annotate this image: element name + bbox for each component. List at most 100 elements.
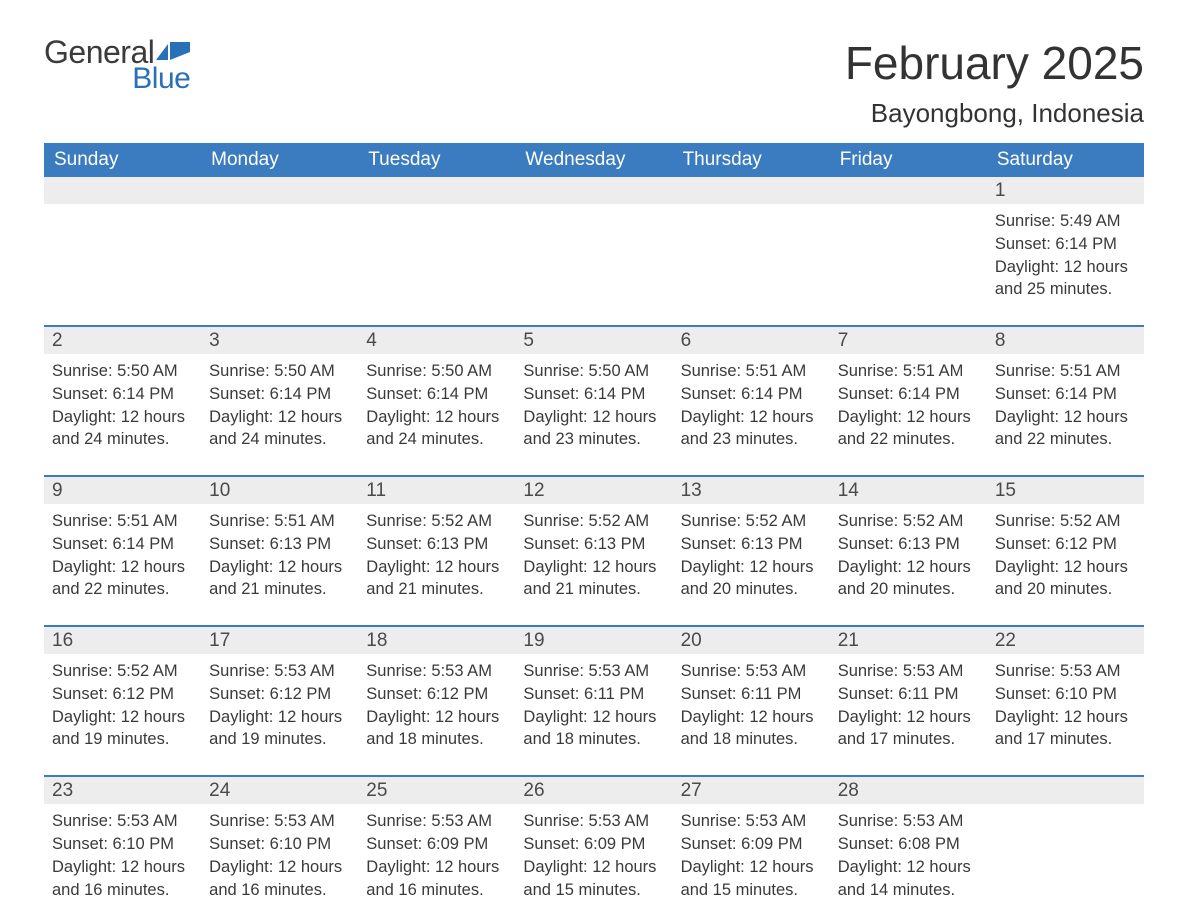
day-content: Sunrise: 5:53 AMSunset: 6:10 PMDaylight:… xyxy=(987,654,1144,751)
day-cell: 25Sunrise: 5:53 AMSunset: 6:09 PMDayligh… xyxy=(358,777,515,901)
day-cell: 22Sunrise: 5:53 AMSunset: 6:10 PMDayligh… xyxy=(987,627,1144,751)
week-row: 2Sunrise: 5:50 AMSunset: 6:14 PMDaylight… xyxy=(44,325,1144,451)
day-content: Sunrise: 5:53 AMSunset: 6:11 PMDaylight:… xyxy=(515,654,672,751)
day-number: 10 xyxy=(201,477,358,504)
day-number: 14 xyxy=(830,477,987,504)
weeks-container: 1Sunrise: 5:49 AMSunset: 6:14 PMDaylight… xyxy=(44,177,1144,901)
day-number: 7 xyxy=(830,327,987,354)
sunrise-line: Sunrise: 5:53 AM xyxy=(995,660,1136,683)
daylight-line: Daylight: 12 hours and 18 minutes. xyxy=(523,706,664,752)
sunrise-line: Sunrise: 5:53 AM xyxy=(838,810,979,833)
day-content: Sunrise: 5:51 AMSunset: 6:14 PMDaylight:… xyxy=(44,504,201,601)
daylight-line: Daylight: 12 hours and 21 minutes. xyxy=(209,556,350,602)
day-number: 11 xyxy=(358,477,515,504)
sunset-line: Sunset: 6:14 PM xyxy=(838,383,979,406)
sunrise-line: Sunrise: 5:52 AM xyxy=(838,510,979,533)
daylight-line: Daylight: 12 hours and 21 minutes. xyxy=(366,556,507,602)
weekday-header-row: SundayMondayTuesdayWednesdayThursdayFrid… xyxy=(44,143,1144,177)
day-cell: 27Sunrise: 5:53 AMSunset: 6:09 PMDayligh… xyxy=(673,777,830,901)
sunset-line: Sunset: 6:09 PM xyxy=(523,833,664,856)
day-cell xyxy=(987,777,1144,901)
sunrise-line: Sunrise: 5:50 AM xyxy=(52,360,193,383)
day-number: 24 xyxy=(201,777,358,804)
day-number: 20 xyxy=(673,627,830,654)
day-number: 25 xyxy=(358,777,515,804)
daylight-line: Daylight: 12 hours and 22 minutes. xyxy=(838,406,979,452)
weekday-header: Thursday xyxy=(673,143,830,177)
sunset-line: Sunset: 6:11 PM xyxy=(681,683,822,706)
daylight-line: Daylight: 12 hours and 20 minutes. xyxy=(681,556,822,602)
weekday-header: Wednesday xyxy=(515,143,672,177)
sunset-line: Sunset: 6:10 PM xyxy=(209,833,350,856)
sunrise-line: Sunrise: 5:52 AM xyxy=(681,510,822,533)
daylight-line: Daylight: 12 hours and 24 minutes. xyxy=(209,406,350,452)
day-content: Sunrise: 5:50 AMSunset: 6:14 PMDaylight:… xyxy=(201,354,358,451)
weekday-header: Friday xyxy=(830,143,987,177)
day-content: Sunrise: 5:53 AMSunset: 6:11 PMDaylight:… xyxy=(673,654,830,751)
day-content: Sunrise: 5:53 AMSunset: 6:11 PMDaylight:… xyxy=(830,654,987,751)
daylight-line: Daylight: 12 hours and 17 minutes. xyxy=(838,706,979,752)
day-content: Sunrise: 5:50 AMSunset: 6:14 PMDaylight:… xyxy=(515,354,672,451)
month-title: February 2025 xyxy=(845,36,1144,90)
day-content: Sunrise: 5:50 AMSunset: 6:14 PMDaylight:… xyxy=(44,354,201,451)
daylight-line: Daylight: 12 hours and 14 minutes. xyxy=(838,856,979,902)
day-number: 9 xyxy=(44,477,201,504)
daylight-line: Daylight: 12 hours and 17 minutes. xyxy=(995,706,1136,752)
day-content: Sunrise: 5:51 AMSunset: 6:14 PMDaylight:… xyxy=(673,354,830,451)
daylight-line: Daylight: 12 hours and 23 minutes. xyxy=(523,406,664,452)
sunrise-line: Sunrise: 5:53 AM xyxy=(52,810,193,833)
daylight-line: Daylight: 12 hours and 18 minutes. xyxy=(681,706,822,752)
sunrise-line: Sunrise: 5:53 AM xyxy=(366,660,507,683)
sunset-line: Sunset: 6:10 PM xyxy=(52,833,193,856)
sunrise-line: Sunrise: 5:52 AM xyxy=(523,510,664,533)
day-cell: 9Sunrise: 5:51 AMSunset: 6:14 PMDaylight… xyxy=(44,477,201,601)
daylight-line: Daylight: 12 hours and 24 minutes. xyxy=(366,406,507,452)
sunset-line: Sunset: 6:12 PM xyxy=(995,533,1136,556)
sunrise-line: Sunrise: 5:53 AM xyxy=(838,660,979,683)
daylight-line: Daylight: 12 hours and 15 minutes. xyxy=(523,856,664,902)
sunset-line: Sunset: 6:08 PM xyxy=(838,833,979,856)
sunset-line: Sunset: 6:14 PM xyxy=(523,383,664,406)
sunset-line: Sunset: 6:12 PM xyxy=(366,683,507,706)
day-cell: 7Sunrise: 5:51 AMSunset: 6:14 PMDaylight… xyxy=(830,327,987,451)
day-cell xyxy=(830,177,987,301)
daylight-line: Daylight: 12 hours and 24 minutes. xyxy=(52,406,193,452)
day-number xyxy=(987,777,1144,804)
weekday-header: Sunday xyxy=(44,143,201,177)
day-cell: 6Sunrise: 5:51 AMSunset: 6:14 PMDaylight… xyxy=(673,327,830,451)
sunrise-line: Sunrise: 5:52 AM xyxy=(995,510,1136,533)
daylight-line: Daylight: 12 hours and 19 minutes. xyxy=(209,706,350,752)
day-cell: 13Sunrise: 5:52 AMSunset: 6:13 PMDayligh… xyxy=(673,477,830,601)
day-content: Sunrise: 5:53 AMSunset: 6:12 PMDaylight:… xyxy=(201,654,358,751)
sunrise-line: Sunrise: 5:51 AM xyxy=(209,510,350,533)
daylight-line: Daylight: 12 hours and 22 minutes. xyxy=(995,406,1136,452)
day-content: Sunrise: 5:53 AMSunset: 6:09 PMDaylight:… xyxy=(358,804,515,901)
sunrise-line: Sunrise: 5:49 AM xyxy=(995,210,1136,233)
weekday-header: Tuesday xyxy=(358,143,515,177)
daylight-line: Daylight: 12 hours and 16 minutes. xyxy=(52,856,193,902)
day-cell: 21Sunrise: 5:53 AMSunset: 6:11 PMDayligh… xyxy=(830,627,987,751)
sunrise-line: Sunrise: 5:52 AM xyxy=(52,660,193,683)
sunrise-line: Sunrise: 5:51 AM xyxy=(995,360,1136,383)
daylight-line: Daylight: 12 hours and 23 minutes. xyxy=(681,406,822,452)
day-cell: 11Sunrise: 5:52 AMSunset: 6:13 PMDayligh… xyxy=(358,477,515,601)
day-number: 5 xyxy=(515,327,672,354)
day-cell xyxy=(515,177,672,301)
week-row: 1Sunrise: 5:49 AMSunset: 6:14 PMDaylight… xyxy=(44,177,1144,301)
sunrise-line: Sunrise: 5:53 AM xyxy=(209,810,350,833)
day-content: Sunrise: 5:53 AMSunset: 6:10 PMDaylight:… xyxy=(201,804,358,901)
sunset-line: Sunset: 6:13 PM xyxy=(681,533,822,556)
day-cell: 18Sunrise: 5:53 AMSunset: 6:12 PMDayligh… xyxy=(358,627,515,751)
sunset-line: Sunset: 6:09 PM xyxy=(681,833,822,856)
day-number: 16 xyxy=(44,627,201,654)
sunrise-line: Sunrise: 5:50 AM xyxy=(209,360,350,383)
day-content: Sunrise: 5:52 AMSunset: 6:13 PMDaylight:… xyxy=(830,504,987,601)
day-number xyxy=(201,177,358,204)
sunset-line: Sunset: 6:12 PM xyxy=(52,683,193,706)
week-row: 9Sunrise: 5:51 AMSunset: 6:14 PMDaylight… xyxy=(44,475,1144,601)
weekday-header: Monday xyxy=(201,143,358,177)
day-cell: 1Sunrise: 5:49 AMSunset: 6:14 PMDaylight… xyxy=(987,177,1144,301)
daylight-line: Daylight: 12 hours and 22 minutes. xyxy=(52,556,193,602)
sunset-line: Sunset: 6:14 PM xyxy=(995,383,1136,406)
day-cell: 4Sunrise: 5:50 AMSunset: 6:14 PMDaylight… xyxy=(358,327,515,451)
